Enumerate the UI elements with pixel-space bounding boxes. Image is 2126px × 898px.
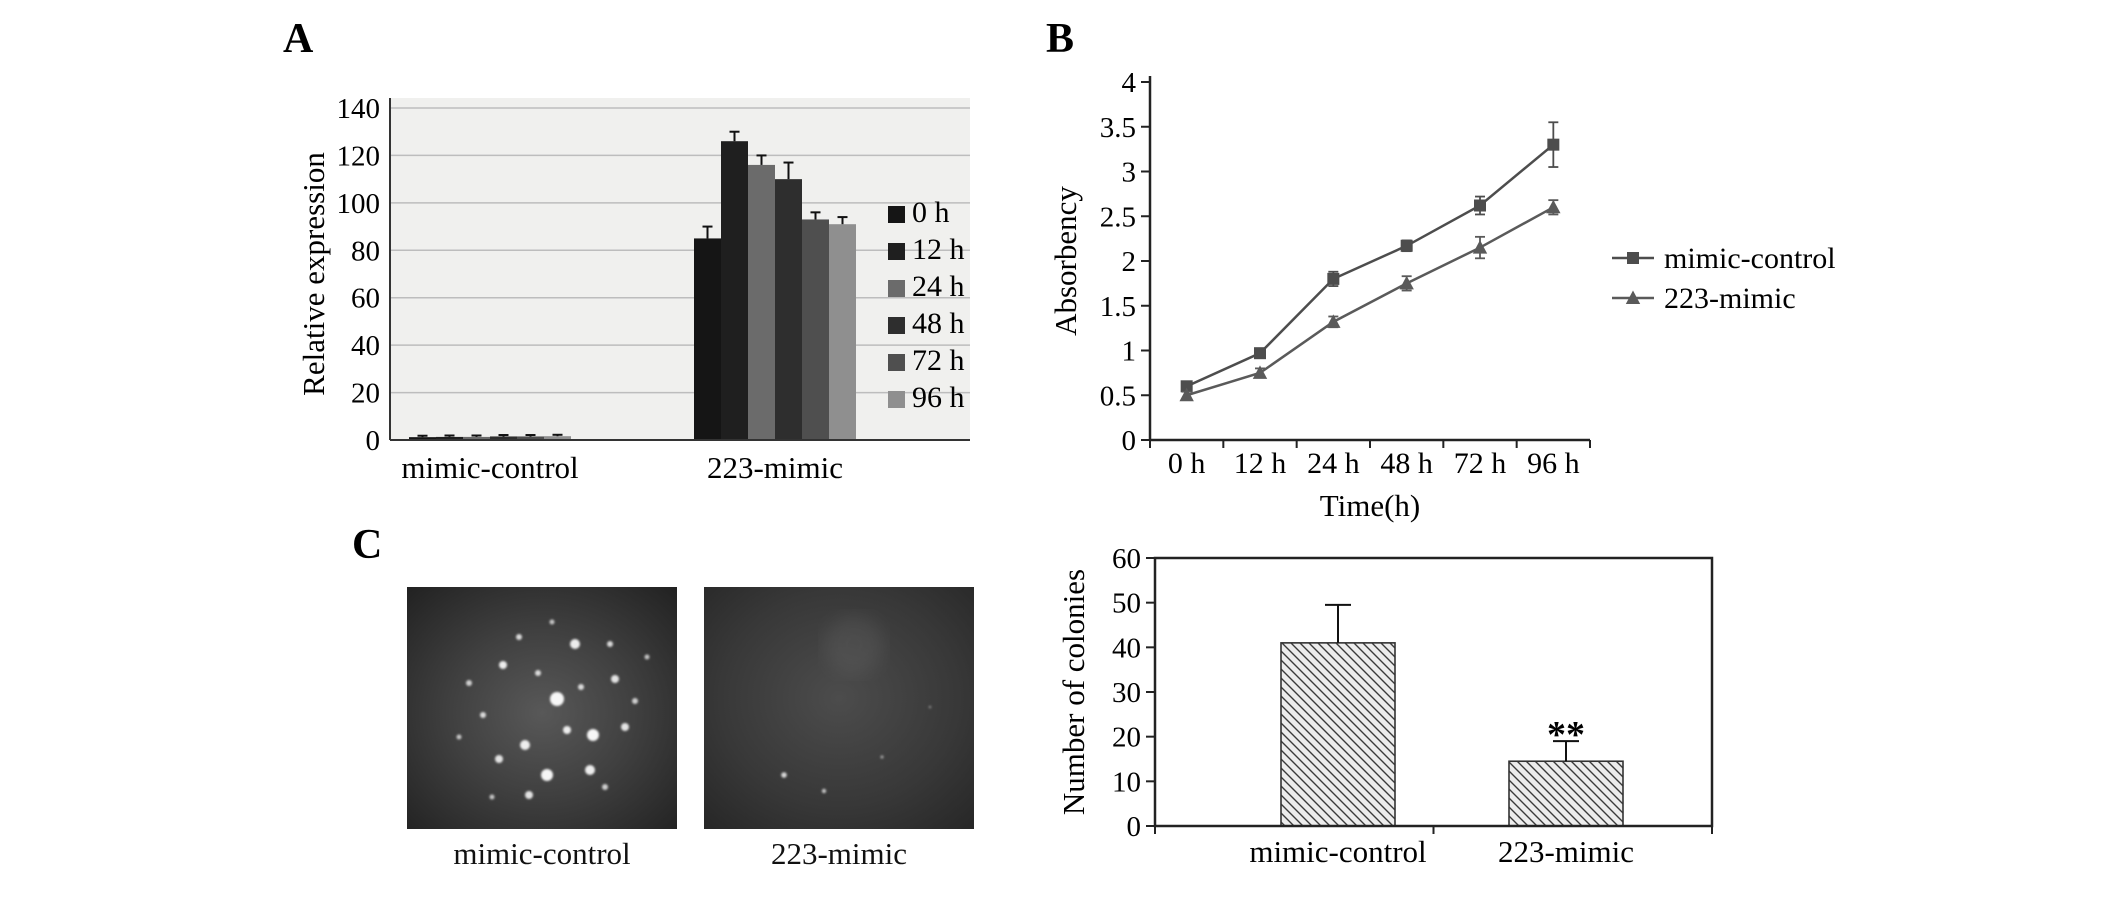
svg-text:72 h: 72 h xyxy=(912,344,965,377)
svg-text:1.5: 1.5 xyxy=(1100,291,1136,323)
x-axis-label: Time(h) xyxy=(1320,488,1420,523)
svg-text:2: 2 xyxy=(1122,246,1137,278)
svg-text:0 h: 0 h xyxy=(1168,447,1206,480)
plot-area xyxy=(1155,558,1712,826)
svg-text:223-mimic: 223-mimic xyxy=(707,450,843,485)
svg-text:20: 20 xyxy=(351,378,380,410)
colony-caption-223-mimic: 223-mimic xyxy=(770,836,908,871)
svg-text:80: 80 xyxy=(351,235,380,267)
svg-text:48 h: 48 h xyxy=(912,307,965,340)
svg-text:72 h: 72 h xyxy=(1454,447,1507,480)
svg-text:223-mimic: 223-mimic xyxy=(1498,834,1634,869)
svg-text:3: 3 xyxy=(1122,157,1137,189)
y-axis-label: Number of colonies xyxy=(1056,569,1091,815)
svg-text:30: 30 xyxy=(1112,677,1141,709)
svg-text:mimic-control: mimic-control xyxy=(401,450,578,485)
svg-text:120: 120 xyxy=(337,140,381,172)
colonies-bar-chart: mimic-control 223-mimic 0 10 20 30 40 50 60 ** Num… xyxy=(1056,543,1714,869)
y-axis-label: Relative expression xyxy=(296,152,331,396)
panel-c-label: C xyxy=(352,522,383,568)
colony-image-mimic-control xyxy=(407,587,677,829)
relative-expression-bar-chart: mimic-control 223-mimic 0 20 40 60 80 100 120 140… xyxy=(296,93,970,485)
svg-text:40: 40 xyxy=(351,330,380,362)
bar-223-mimic xyxy=(1508,760,1624,827)
colony-photo-mimic-control xyxy=(407,587,677,829)
bar-mimic-control xyxy=(1280,642,1396,827)
svg-text:140: 140 xyxy=(337,93,381,125)
panel-b-label: B xyxy=(1046,16,1075,62)
svg-text:0: 0 xyxy=(1122,425,1137,457)
significance-annotation: ** xyxy=(1547,714,1585,756)
svg-text:96 h: 96 h xyxy=(1527,447,1580,480)
svg-text:223-mimic: 223-mimic xyxy=(1664,282,1796,315)
svg-text:0 h: 0 h xyxy=(912,196,950,229)
svg-text:24 h: 24 h xyxy=(1307,447,1360,480)
svg-text:40: 40 xyxy=(1112,632,1141,664)
svg-text:0: 0 xyxy=(366,425,381,457)
faint-haze xyxy=(824,615,884,675)
colony-spots xyxy=(781,705,932,794)
legend: 0 h 12 h 24 h 48 h 72 h 96 h xyxy=(888,196,965,414)
svg-text:100: 100 xyxy=(337,188,381,220)
absorbency-line-chart: 0 0.5 1 1.5 2 2.5 3 3.5 4 0 h 12 h 24 h 48 h 72 h 96 h… xyxy=(1048,67,1836,523)
svg-text:60: 60 xyxy=(351,283,380,315)
svg-text:1: 1 xyxy=(1122,336,1137,368)
bar-groups xyxy=(409,130,856,440)
svg-text:60: 60 xyxy=(1112,543,1141,575)
plot-background xyxy=(390,98,970,440)
svg-text:48 h: 48 h xyxy=(1380,447,1433,480)
colony-caption-mimic-control: mimic-control xyxy=(453,836,631,871)
svg-text:10: 10 xyxy=(1112,766,1141,798)
svg-text:12 h: 12 h xyxy=(1234,447,1287,480)
y-axis-label: Absorbency xyxy=(1048,186,1083,336)
svg-text:24 h: 24 h xyxy=(912,270,965,303)
svg-text:12 h: 12 h xyxy=(912,233,965,266)
svg-text:0.5: 0.5 xyxy=(1100,380,1136,412)
svg-text:3.5: 3.5 xyxy=(1100,112,1136,144)
panel-a-label: A xyxy=(283,16,314,62)
colony-image-223-mimic xyxy=(704,587,974,829)
colony-spots xyxy=(456,619,650,800)
colony-photo-223-mimic xyxy=(704,587,974,829)
svg-text:50: 50 xyxy=(1112,588,1141,620)
svg-text:2.5: 2.5 xyxy=(1100,201,1136,233)
svg-text:4: 4 xyxy=(1122,67,1137,99)
svg-text:0: 0 xyxy=(1127,811,1142,843)
svg-text:96 h: 96 h xyxy=(912,381,965,414)
gridlines xyxy=(390,107,970,394)
legend: mimic-control 223-mimic xyxy=(1612,242,1836,315)
svg-text:mimic-control: mimic-control xyxy=(1664,242,1836,275)
svg-text:mimic-control: mimic-control xyxy=(1249,834,1426,869)
svg-text:20: 20 xyxy=(1112,722,1141,754)
